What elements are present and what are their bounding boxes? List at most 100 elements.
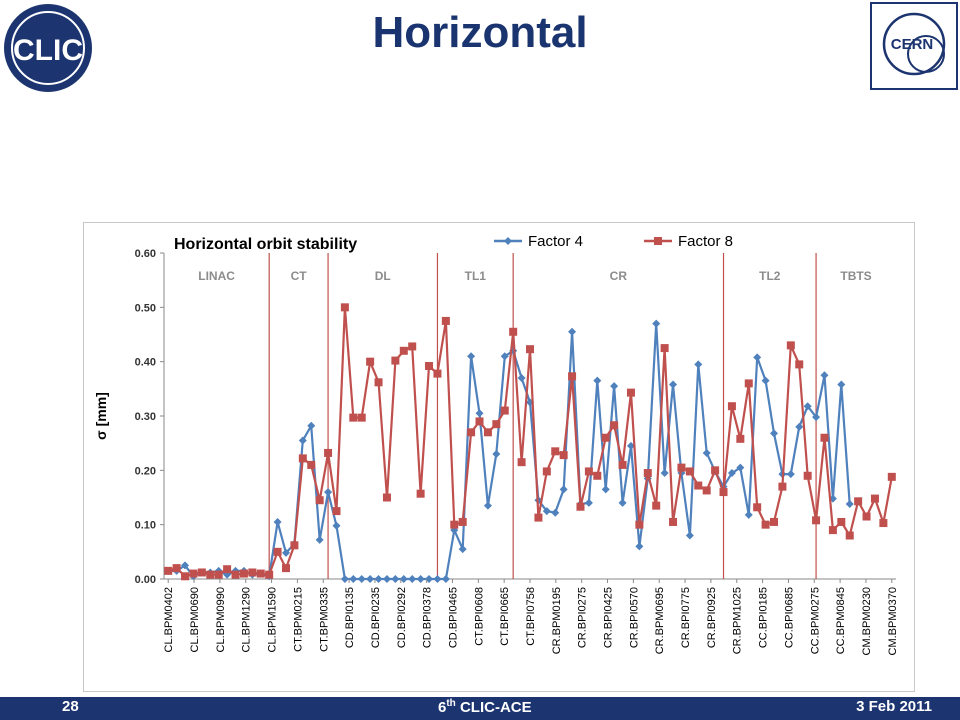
data-point: [795, 360, 804, 369]
data-point: [694, 360, 703, 369]
chart-title: Horizontal orbit stability: [174, 236, 357, 253]
series-line: [168, 323, 851, 581]
x-tick-label: CC.BPM0275: [809, 587, 821, 654]
data-point: [584, 467, 593, 476]
data-point: [744, 379, 753, 388]
data-point: [239, 569, 248, 578]
x-tick-label: CD.BPI0378: [422, 587, 434, 648]
data-point: [669, 517, 678, 526]
legend-marker: [654, 237, 662, 245]
data-point: [652, 501, 661, 510]
data-point: [315, 496, 324, 505]
data-point: [568, 327, 577, 336]
y-tick-label: 0.60: [135, 248, 156, 260]
data-point: [231, 570, 240, 579]
data-point: [584, 498, 593, 507]
x-tick-label: CM.BPM0370: [887, 587, 899, 655]
data-point: [618, 498, 627, 507]
data-point: [727, 469, 736, 478]
section-label: CR: [610, 269, 628, 283]
data-point: [399, 346, 408, 355]
data-point: [475, 417, 484, 426]
data-point: [862, 512, 871, 521]
data-point: [534, 513, 543, 522]
x-tick-label: CT.BPM0215: [292, 587, 304, 652]
data-point: [736, 463, 745, 472]
data-point: [576, 502, 585, 511]
data-point: [887, 472, 896, 481]
x-tick-label: CL.BPM1290: [241, 587, 253, 652]
data-point: [736, 434, 745, 443]
data-point: [441, 316, 450, 325]
data-point: [315, 535, 324, 544]
data-point: [349, 575, 358, 583]
data-point: [483, 501, 492, 510]
clic-logo: CLIC: [4, 4, 92, 92]
data-point: [172, 564, 181, 573]
data-point: [189, 569, 198, 578]
data-point: [223, 565, 232, 574]
data-point: [685, 531, 694, 540]
data-point: [626, 388, 635, 397]
data-point: [324, 448, 333, 457]
data-point: [744, 510, 753, 519]
data-point: [391, 575, 400, 583]
data-point: [795, 422, 804, 431]
data-point: [265, 570, 274, 579]
x-tick-label: CC.BPI0185: [758, 587, 770, 648]
cern-logo: CERN: [870, 2, 958, 90]
data-point: [181, 561, 190, 570]
data-point: [197, 568, 206, 577]
data-point: [433, 369, 442, 378]
data-point: [786, 470, 795, 479]
data-point: [408, 575, 417, 583]
x-tick-label: CD.BPI0465: [447, 587, 459, 648]
data-point: [248, 568, 257, 577]
data-point: [324, 488, 333, 497]
data-point: [559, 451, 568, 460]
data-point: [677, 463, 686, 472]
data-point: [433, 575, 442, 583]
data-point: [526, 345, 534, 354]
data-point: [298, 454, 307, 463]
data-point: [349, 413, 358, 422]
x-tick-label: CC.BPI0685: [783, 587, 795, 648]
y-tick-label: 0.30: [135, 411, 156, 423]
data-point: [753, 353, 762, 362]
orbit-stability-chart: 0.00 0.10 0.20 0.30 0.40 0.50 0.60 σ [mm] Horizo…: [93, 233, 899, 655]
data-point: [450, 526, 459, 535]
data-point: [366, 357, 375, 366]
conference-sup: th: [446, 698, 456, 709]
x-tick-label: CR.BPI0925: [706, 587, 718, 648]
data-point: [492, 420, 501, 429]
data-point: [399, 575, 408, 583]
data-point: [366, 575, 375, 583]
data-point: [551, 508, 560, 517]
data-point: [357, 575, 366, 583]
data-point: [357, 413, 366, 422]
data-point: [551, 447, 560, 456]
data-point: [761, 376, 770, 385]
data-point: [467, 428, 476, 437]
data-point: [408, 342, 417, 351]
data-point: [870, 494, 879, 503]
data-point: [702, 448, 711, 457]
x-tick-label: CR.BPI0775: [680, 587, 692, 648]
data-point: [778, 482, 787, 491]
data-point: [719, 488, 728, 497]
data-point: [660, 469, 669, 478]
section-label: CT: [291, 269, 308, 283]
data-point: [181, 572, 190, 581]
data-point: [458, 517, 467, 526]
data-point: [273, 517, 282, 526]
data-point: [500, 406, 509, 415]
data-point: [282, 548, 290, 557]
x-tick-label: CR.BPM0695: [654, 587, 666, 654]
data-point: [568, 372, 577, 381]
data-point: [652, 319, 661, 328]
x-tick-label: CD.BPI0135: [344, 587, 356, 648]
data-point: [273, 547, 282, 556]
data-point: [374, 575, 383, 583]
y-tick-label: 0.20: [135, 465, 156, 477]
data-point: [610, 382, 619, 391]
